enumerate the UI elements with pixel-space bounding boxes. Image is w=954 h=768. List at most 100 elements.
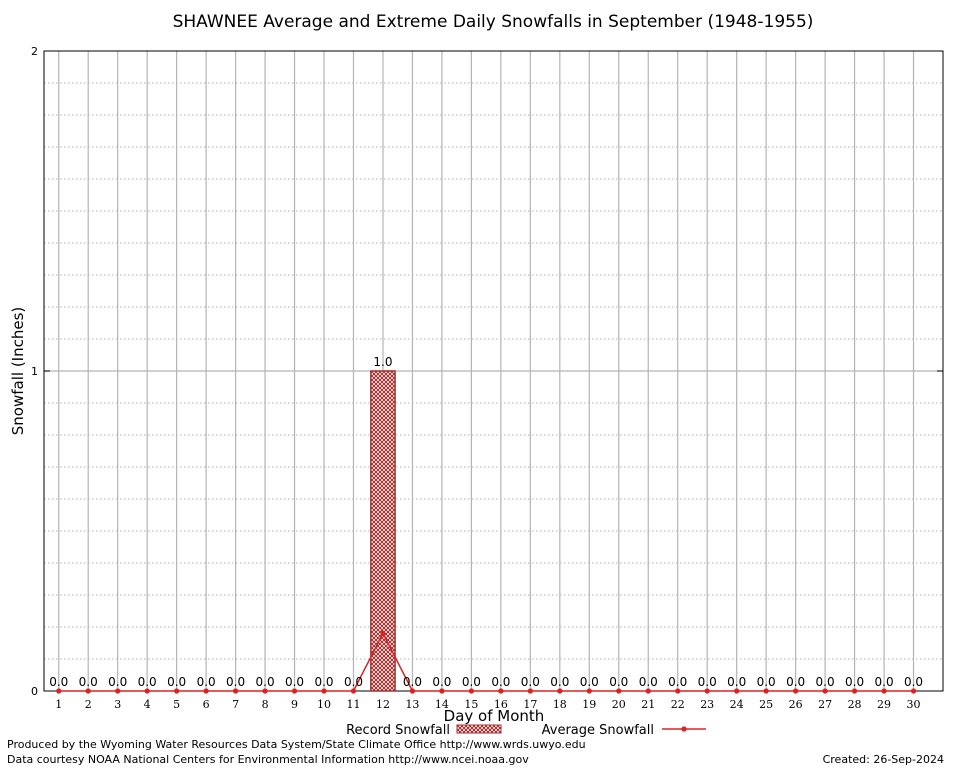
- average-line: [58, 631, 914, 692]
- bar-value-label: 0.0: [786, 675, 805, 689]
- average-marker: [203, 688, 209, 694]
- x-tick-label: 9: [291, 698, 298, 711]
- bar-value-label: 0.0: [226, 675, 245, 689]
- bar-value-label: 0.0: [668, 675, 687, 689]
- data-label-layer: 0.0 0.0 0.0 0.0 0.0 0.0 0.0 0.0 0.0 0.0 0.0 1.0 0.0 0…: [49, 355, 923, 689]
- y-tick-layer: 0 1 2: [31, 45, 943, 698]
- average-marker: [321, 688, 327, 694]
- x-tick-label: 4: [144, 698, 151, 711]
- x-tick-label: 16: [494, 698, 508, 711]
- average-marker: [557, 688, 563, 694]
- x-tick-label: 18: [553, 698, 567, 711]
- legend-record-swatch: [456, 724, 502, 734]
- bar-value-label: 0.0: [256, 675, 275, 689]
- bar-value-label: 0.0: [344, 675, 363, 689]
- x-tick-label: 12: [376, 698, 390, 711]
- average-marker: [232, 688, 239, 694]
- x-tick-label: 5: [173, 698, 180, 711]
- legend: Record Snowfall Average Snowfall: [346, 723, 706, 738]
- average-marker: [144, 688, 150, 694]
- bar-layer: [370, 370, 396, 692]
- bar-value-label: 0.0: [904, 675, 923, 689]
- x-tick-label: 15: [464, 698, 478, 711]
- grid-layer: [44, 51, 943, 691]
- bar-value-label: 0.0: [816, 675, 835, 689]
- x-tick-label: 22: [671, 698, 685, 711]
- footer-created: Created: 26-Sep-2024: [823, 753, 944, 766]
- x-tick-layer: 1 2 3 4 5 6 7 8 9 10 11 12 13 14 15 16 17 18 19 20 21 22 23 24 2…: [55, 698, 920, 711]
- bar-value-label: 0.0: [49, 675, 68, 689]
- x-axis-label: Day of Month: [444, 707, 545, 725]
- average-marker: [291, 688, 298, 694]
- x-tick-label: 8: [262, 698, 269, 711]
- x-tick-label: 23: [700, 698, 714, 711]
- bar-value-label: 0.0: [580, 675, 599, 689]
- x-tick-label: 28: [848, 698, 862, 711]
- average-marker: [498, 688, 504, 694]
- bar-value-label: 0.0: [285, 675, 304, 689]
- x-tick-label: 30: [907, 698, 921, 711]
- footer-produced-by: Produced by the Wyoming Water Resources …: [7, 738, 586, 751]
- x-tick-label: 7: [232, 698, 239, 711]
- bar-value-label: 0.0: [491, 675, 510, 689]
- x-tick-label: 10: [317, 698, 331, 711]
- bar-value-label: 0.0: [757, 675, 776, 689]
- average-marker: [350, 688, 357, 694]
- average-marker: [910, 688, 917, 694]
- legend-average-label: Average Snowfall: [542, 723, 654, 738]
- average-marker: [851, 688, 858, 694]
- bar-value-label: 0.0: [314, 675, 333, 689]
- y-tick-label: 1: [31, 365, 38, 378]
- average-marker: [85, 688, 91, 694]
- x-tick-label: 29: [877, 698, 891, 711]
- bar-value-label: 0.0: [550, 675, 569, 689]
- bar-value-label: 0.0: [845, 675, 864, 689]
- y-tick-label: 2: [31, 45, 38, 58]
- x-tick-label: 24: [730, 698, 744, 711]
- x-tick-label: 20: [612, 698, 626, 711]
- bar-value-label: 0.0: [462, 675, 481, 689]
- average-marker: [675, 688, 681, 694]
- bar-value-label: 0.0: [698, 675, 717, 689]
- average-marker: [586, 688, 592, 694]
- average-marker: [616, 688, 622, 694]
- chart-title: SHAWNEE Average and Extreme Daily Snowfa…: [173, 12, 814, 32]
- footer-courtesy: Data courtesy NOAA National Centers for …: [7, 753, 529, 766]
- y-axis-label: Snowfall (Inches): [9, 307, 27, 435]
- record-bar: [370, 370, 396, 692]
- average-marker: [380, 630, 386, 637]
- x-tick-label: 13: [405, 698, 419, 711]
- bar-value-label: 0.0: [639, 675, 658, 689]
- bar-value-label: 0.0: [167, 675, 186, 689]
- x-tick-label: 17: [523, 698, 537, 711]
- average-marker: [56, 688, 62, 694]
- bar-value-label: 0.0: [197, 675, 216, 689]
- bar-value-label: 1.0: [373, 355, 392, 369]
- y-tick-label: 0: [31, 685, 38, 698]
- x-tick-label: 3: [114, 698, 121, 711]
- average-marker: [174, 688, 180, 694]
- average-marker: [704, 688, 710, 694]
- bar-value-label: 0.0: [432, 675, 451, 689]
- average-marker: [822, 688, 828, 694]
- bar-value-label: 0.0: [875, 675, 894, 689]
- x-tick-label: 14: [435, 698, 449, 711]
- average-marker: [793, 688, 799, 694]
- x-tick-label: 26: [789, 698, 803, 711]
- average-marker: [734, 688, 740, 694]
- x-tick-label: 25: [759, 698, 773, 711]
- x-tick-label: 19: [582, 698, 596, 711]
- bar-value-label: 0.0: [108, 675, 127, 689]
- x-tick-label: 21: [641, 698, 655, 711]
- average-marker: [527, 688, 533, 694]
- bar-value-label: 0.0: [138, 675, 157, 689]
- average-marker: [645, 688, 651, 694]
- average-marker: [115, 688, 121, 694]
- average-marker: [881, 688, 887, 694]
- legend-record-label: Record Snowfall: [346, 723, 450, 738]
- average-marker: [409, 688, 416, 694]
- x-tick-label: 11: [346, 698, 360, 711]
- x-tick-label: 27: [818, 698, 832, 711]
- bar-value-label: 0.0: [79, 675, 98, 689]
